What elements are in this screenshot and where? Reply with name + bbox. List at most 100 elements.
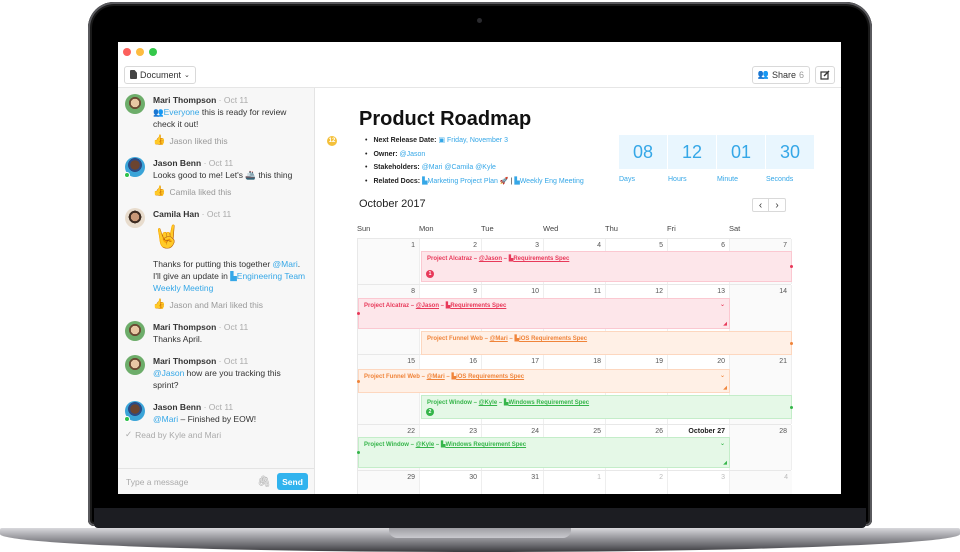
event-project-funnel-web[interactable]: Project Funnel Web – @Mari – ▙iOS Requir…	[357, 369, 730, 393]
mention-mari[interactable]: @Mari	[153, 414, 179, 424]
event-doc-link[interactable]: iOS Requirements Spec	[456, 374, 525, 380]
event-separator: –	[497, 400, 504, 406]
chevron-down-icon[interactable]: ⌄	[719, 441, 725, 447]
resize-handle[interactable]: ◢	[723, 385, 727, 391]
thumbs-up-icon[interactable]: 👍	[153, 135, 166, 146]
event-project-window[interactable]: Project Window – @Kyle – ▙Windows Requir…	[421, 395, 793, 419]
event-doc-link[interactable]: iOS Requirements Spec	[519, 336, 588, 342]
message-author[interactable]: Camila Han	[153, 209, 200, 219]
event-separator: –	[507, 336, 515, 342]
event-doc-link[interactable]: Requirements Spec	[513, 256, 570, 262]
event-project-funnel-web[interactable]: Project Funnel Web – @Mari – ▙iOS Requir…	[421, 331, 793, 355]
message-author[interactable]: Mari Thompson	[153, 95, 217, 105]
message-author[interactable]: Jason Benn	[153, 402, 202, 412]
mention-jason[interactable]: @Jason	[153, 368, 185, 378]
close-window-button[interactable]	[123, 48, 131, 56]
event-owner[interactable]: @Mari	[426, 374, 445, 380]
event-doc-link[interactable]: Requirements Spec	[450, 303, 507, 309]
message-input[interactable]	[126, 476, 258, 487]
share-button[interactable]: 👥 Share 6	[751, 65, 810, 84]
paperclip-icon[interactable]: 🖇	[257, 476, 271, 488]
calendar-day[interactable]: 2	[606, 471, 668, 494]
avatar-camila[interactable]	[125, 208, 145, 228]
message-author[interactable]: Mari Thompson	[153, 322, 217, 332]
event-separator: –	[444, 374, 452, 380]
stakeholder-mentions[interactable]: @Mari @Camila @Kyle	[421, 164, 496, 171]
document-menu-button[interactable]: Document ⌄	[124, 65, 196, 84]
countdown-days: 08 Days	[619, 135, 667, 183]
calendar-day[interactable]: 28	[730, 425, 792, 470]
message-text: – Finished by EOW!	[178, 414, 257, 424]
doc-link-marketing[interactable]: Marketing Project Plan	[427, 177, 498, 185]
meta-label: Related Docs:	[373, 177, 421, 185]
owner-mention[interactable]: @Jason	[399, 150, 426, 158]
event-owner[interactable]: @Mari	[489, 336, 508, 342]
calendar-grid: 1 2 3 4 5 6 7 Project Alcatraz – @Jason …	[357, 238, 793, 494]
message-author[interactable]: Mari Thompson	[153, 356, 217, 366]
calendar: Sun Mon Tue Wed Thu Fri Sat 1 2 3 4 5 6	[357, 224, 793, 494]
meta-label: Stakeholders:	[373, 164, 420, 171]
event-separator: –	[439, 303, 446, 309]
event-owner[interactable]: @Jason	[415, 303, 440, 309]
avatar-mari[interactable]	[125, 321, 145, 341]
online-indicator	[124, 172, 130, 178]
event-owner[interactable]: @Jason	[478, 256, 503, 262]
resize-handle[interactable]: ◢	[723, 321, 727, 327]
countdown-minutes: 01 Minute	[717, 135, 765, 183]
chevron-down-icon[interactable]: ⌄	[719, 302, 725, 308]
chevron-down-icon[interactable]: ⌄	[719, 373, 725, 379]
chat-message: Mari Thompson · Oct 11 @Jason how are yo…	[125, 355, 314, 391]
calendar-day[interactable]: 1	[358, 239, 420, 284]
thumbs-up-icon[interactable]: 👍	[153, 299, 166, 310]
avatar-mari[interactable]	[125, 355, 145, 375]
event-project-alcatraz[interactable]: Project Alcatraz – @Jason – ▙Requirement…	[357, 298, 730, 329]
zoom-window-button[interactable]	[149, 48, 157, 56]
event-doc-link[interactable]: Windows Requirement Spec	[508, 400, 590, 406]
calendar-month-title: October 2017	[359, 198, 426, 210]
avatar-jason[interactable]	[124, 401, 145, 422]
message-text: . I'll give an update in	[153, 259, 301, 281]
calendar-day[interactable]: 29	[358, 471, 420, 494]
camera	[477, 18, 482, 23]
chat-message: Camila Han · Oct 11 🤘 Thanks for putting…	[125, 208, 314, 311]
doc-link[interactable]: Engineering Team Weekly Meeting	[153, 271, 306, 293]
message-time: · Oct 11	[201, 209, 232, 219]
send-button[interactable]: Send	[277, 473, 308, 490]
event-owner[interactable]: @Kyle	[478, 400, 498, 406]
avatar-jason[interactable]	[124, 157, 145, 178]
event-comment-badge[interactable]: 2	[426, 408, 434, 416]
share-label: Share	[771, 69, 796, 80]
event-doc-link[interactable]: Windows Requirement Spec	[445, 442, 527, 448]
compose-icon	[820, 70, 830, 80]
resize-handle[interactable]: ◢	[723, 460, 727, 466]
event-project-alcatraz[interactable]: Project Alcatraz – @Jason – ▙Requirement…	[421, 251, 793, 282]
release-date-link[interactable]: Friday, November 3	[447, 137, 508, 144]
next-month-button[interactable]: ›	[775, 199, 779, 211]
doc-meta-list: Next Release Date: ▣ Friday, November 3 …	[365, 134, 584, 188]
minimize-window-button[interactable]	[136, 48, 144, 56]
like-text: Jason and Mari liked this	[169, 300, 263, 310]
event-comment-badge[interactable]: 1	[426, 270, 434, 278]
event-title: Project Window –	[364, 442, 416, 448]
event-title: Project Funnel Web –	[427, 336, 490, 342]
calendar-day[interactable]: 1	[544, 471, 606, 494]
mention-everyone[interactable]: Everyone	[163, 107, 200, 117]
prev-month-button[interactable]: ‹	[753, 199, 769, 211]
calendar-day[interactable]: 30	[420, 471, 482, 494]
like-text: Camila liked this	[169, 187, 232, 197]
chat-message: Mari Thompson · Oct 11 👥Everyone this is…	[125, 94, 314, 147]
calendar-day[interactable]: 31	[482, 471, 544, 494]
event-project-window[interactable]: Project Window – @Kyle – ▙Windows Requir…	[357, 437, 730, 468]
thumbs-up-icon[interactable]: 👍	[153, 186, 166, 197]
countdown-label: Minute	[717, 176, 739, 183]
countdown-value: 08	[619, 135, 667, 169]
doc-link-weekly[interactable]: Weekly Eng Meeting	[519, 177, 584, 185]
avatar-mari[interactable]	[125, 94, 145, 114]
event-owner[interactable]: @Kyle	[415, 442, 435, 448]
mention-mari[interactable]: @Mari	[272, 259, 298, 269]
calendar-day[interactable]: 4	[730, 471, 792, 494]
comment-count-badge[interactable]: 12	[327, 136, 337, 146]
message-author[interactable]: Jason Benn	[153, 158, 202, 168]
calendar-day[interactable]: 3	[668, 471, 730, 494]
edit-button[interactable]	[815, 65, 835, 84]
